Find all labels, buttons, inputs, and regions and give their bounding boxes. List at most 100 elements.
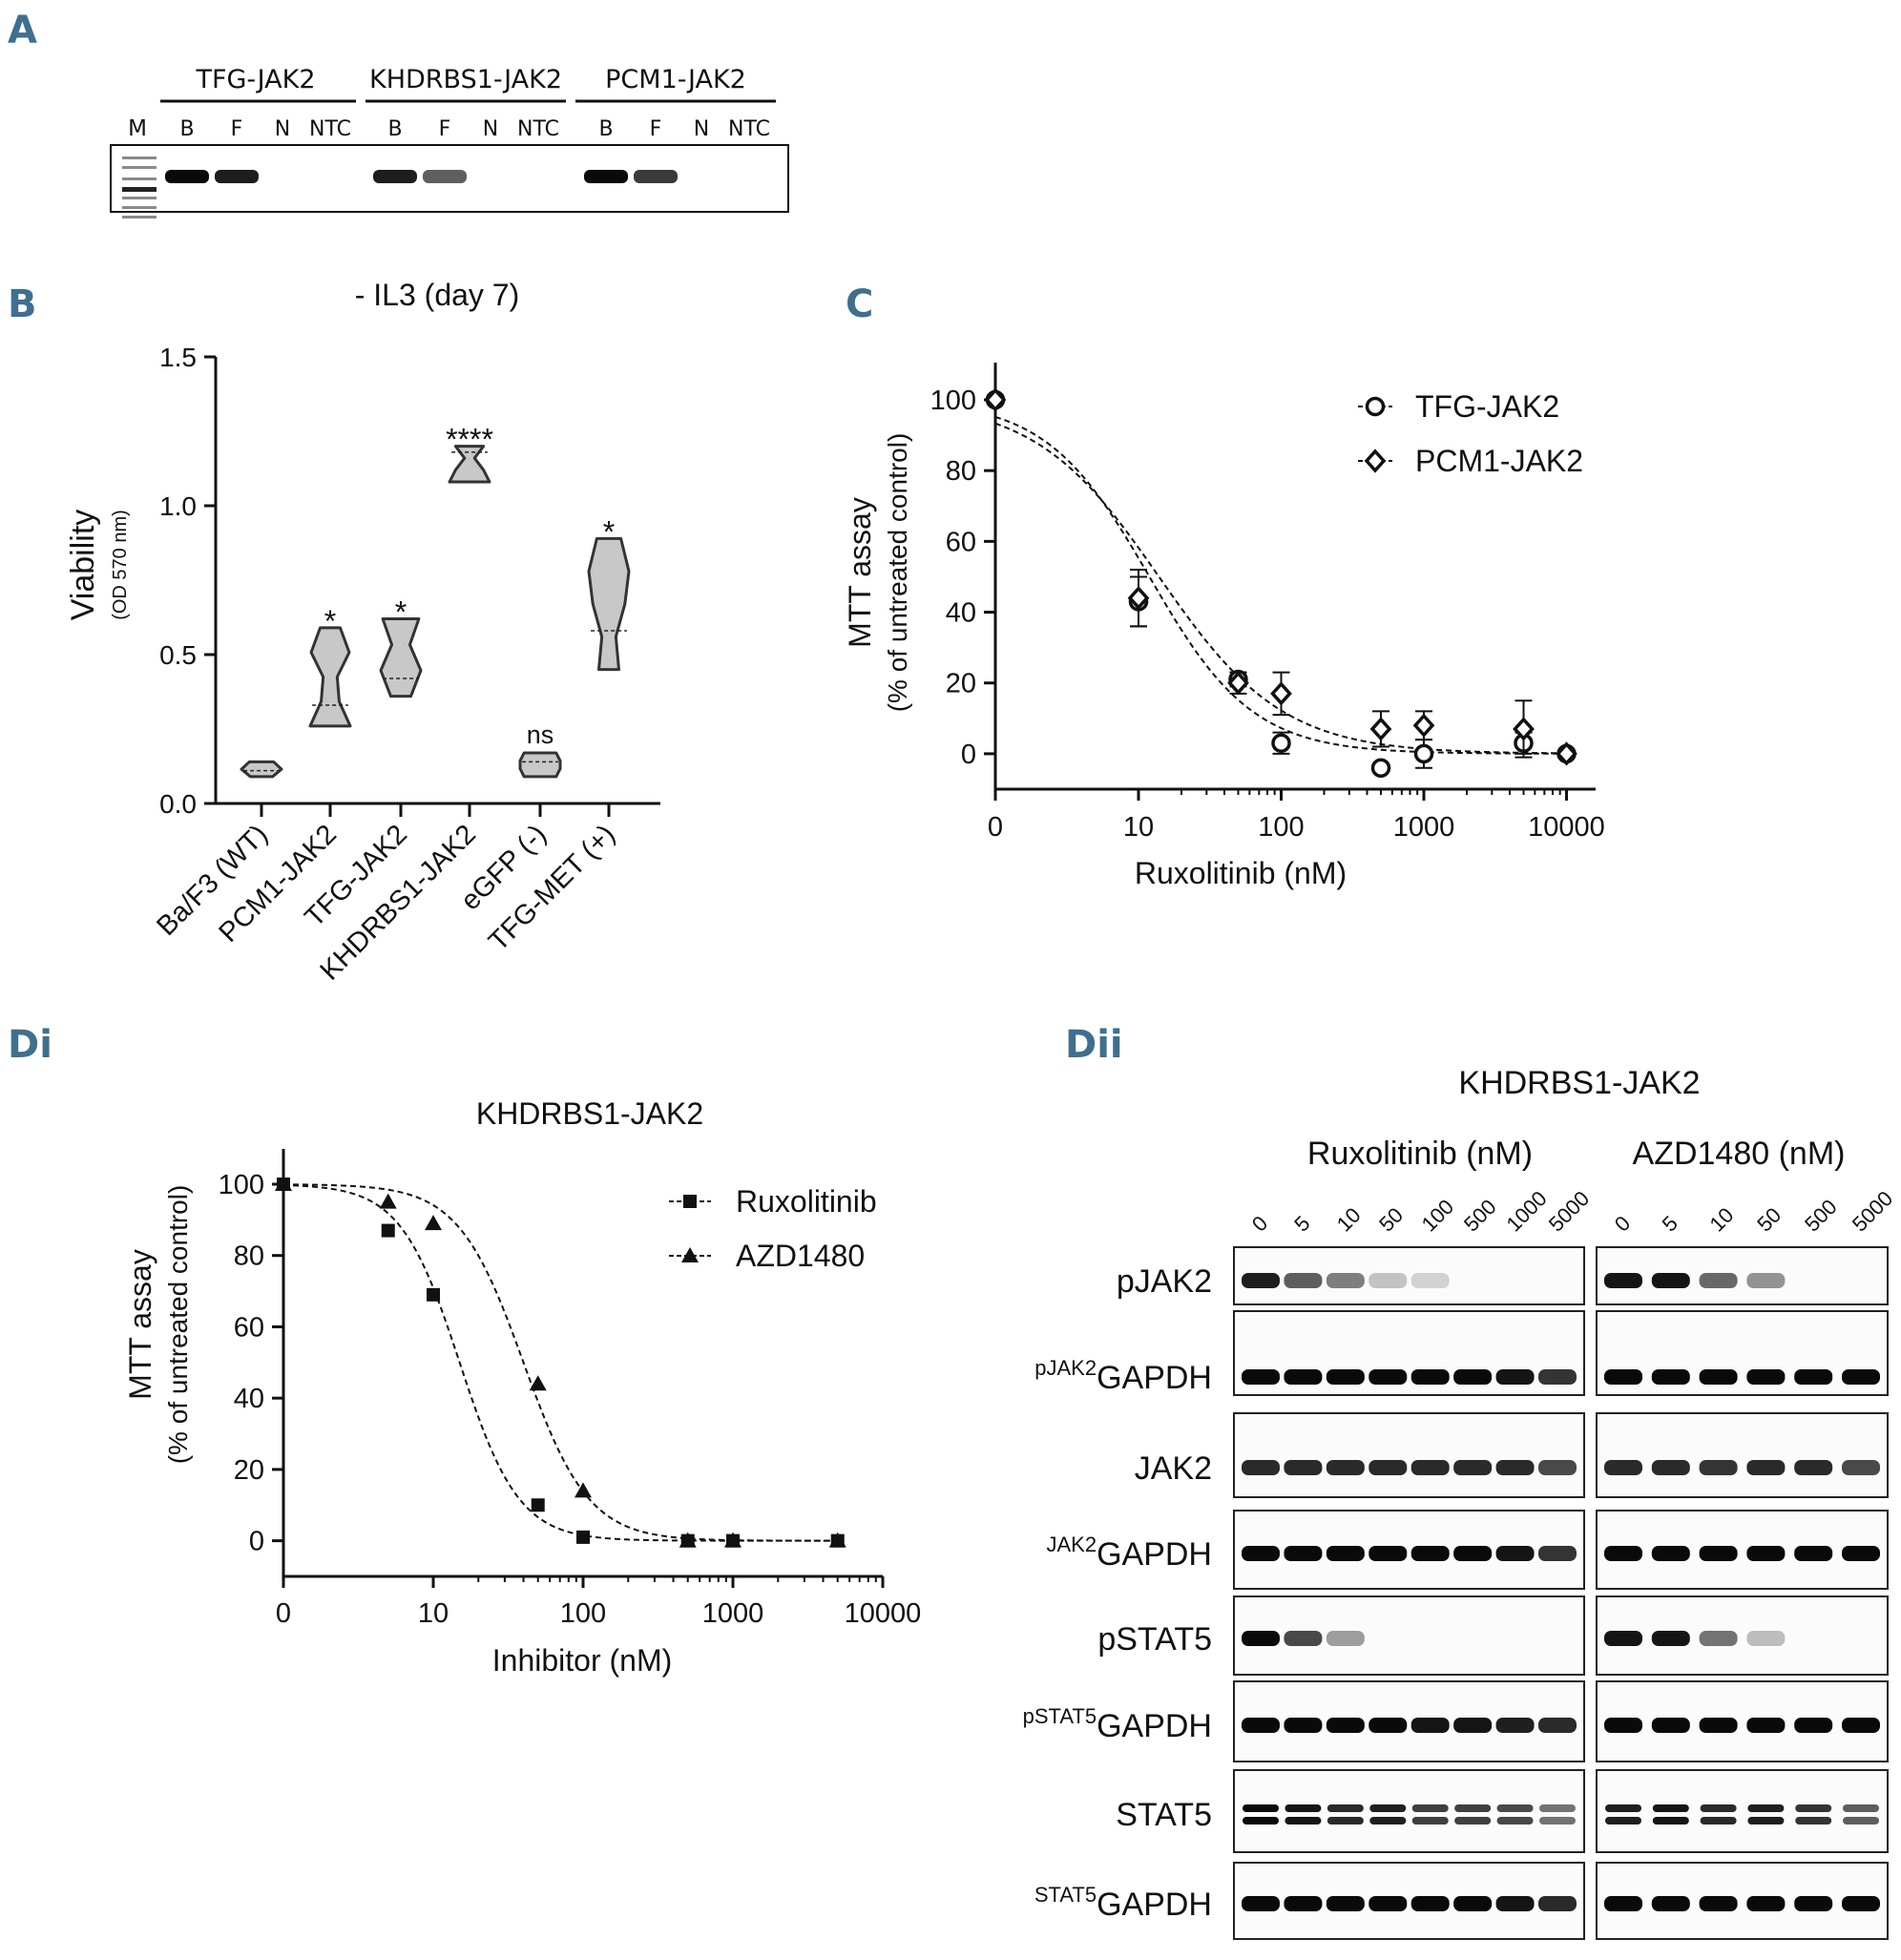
gel-lane-label: B: [598, 117, 613, 141]
data-point-azd1480: [379, 1193, 397, 1209]
blot-box-azd1480: [1596, 1595, 1889, 1676]
gel-band: [584, 170, 628, 183]
gel-bands: [122, 156, 678, 219]
significance-label: *: [324, 604, 336, 638]
violin-3: [379, 617, 423, 699]
data-point-tfg-jak2: [1370, 758, 1391, 778]
blot-band: [1242, 1460, 1280, 1475]
blot-row-stat5-gapdh: STAT5GAPDH: [1034, 1862, 1889, 1940]
gel-marker-band: [122, 216, 157, 219]
blot-dose-label: 50: [1374, 1203, 1408, 1237]
blot-band: [1746, 1896, 1786, 1911]
chart-b-ylabel: Viability: [65, 510, 101, 621]
y-tick-label: 20: [234, 1455, 264, 1486]
blot-band: [1843, 1804, 1879, 1812]
blot-band: [1794, 1896, 1833, 1911]
blot-band: [1495, 1718, 1535, 1733]
y-tick-label: 40: [946, 598, 976, 629]
blot-band: [1368, 1546, 1408, 1561]
blot-band: [1369, 1817, 1407, 1824]
significance-label: *: [395, 595, 407, 630]
y-tick-label: 40: [234, 1384, 264, 1414]
data-point-ruxolitinib: [427, 1287, 440, 1302]
blot-band: [1284, 1273, 1323, 1288]
x-tick-label: 1000: [1393, 812, 1455, 843]
gel-band: [634, 170, 678, 183]
blot-band: [1699, 1460, 1738, 1475]
x-tick-label: 0: [988, 812, 1003, 843]
blot-band: [1327, 1804, 1364, 1812]
fit-curve-1: [994, 415, 1567, 755]
blot-band: [1746, 1718, 1786, 1733]
blot-dose-label: 50: [1752, 1203, 1786, 1237]
blot-row-label: STAT5: [1116, 1797, 1212, 1833]
chart-b-ylabel-sub: (OD 570 nm): [110, 510, 131, 620]
y-tick-label: 0: [961, 740, 976, 770]
blot-band: [1453, 1460, 1493, 1475]
blot-band: [1243, 1804, 1279, 1812]
blot-row-pjak2: pJAK2: [1117, 1246, 1889, 1305]
y-tick-label: 20: [946, 669, 976, 699]
blot-row-label: STAT5GAPDH: [1034, 1883, 1212, 1923]
blot-band: [1746, 1631, 1786, 1646]
gel-marker-band: [122, 156, 157, 159]
violin-6: [587, 536, 631, 672]
blot-band: [1605, 1817, 1641, 1824]
blot-band: [1746, 1546, 1786, 1561]
blot-band: [1410, 1460, 1450, 1475]
blot-band: [1242, 1718, 1280, 1733]
blot-band: [1651, 1369, 1690, 1385]
blot-band: [1746, 1369, 1786, 1385]
significance-label: ****: [446, 423, 493, 457]
blot-band: [1795, 1804, 1832, 1812]
data-point-ruxolitinib: [576, 1530, 590, 1544]
blot-row-label: pSTAT5GAPDH: [1023, 1704, 1212, 1744]
legend-label: Ruxolitinib: [736, 1184, 877, 1219]
blot-band: [1454, 1817, 1492, 1824]
blot-band: [1327, 1817, 1364, 1824]
gel-marker-band: [122, 166, 157, 169]
gel-lane-label: NTC: [728, 117, 770, 141]
blot-band: [1842, 1369, 1880, 1385]
blot-band: [1539, 1817, 1576, 1824]
fit-curve-1: [282, 1183, 838, 1542]
y-tick-label: 60: [234, 1312, 264, 1343]
gel-marker-band: [122, 187, 157, 192]
data-point-azd1480: [828, 1532, 846, 1548]
x-tick-label: 10: [418, 1598, 449, 1629]
legend-marker-diamond: [1364, 448, 1387, 473]
blot-band: [1747, 1817, 1785, 1824]
data-point-pcm1-jak2: [1369, 717, 1392, 741]
blot-band: [1454, 1804, 1492, 1812]
blot-band: [1495, 1460, 1535, 1475]
blot-row-label: JAK2GAPDH: [1046, 1533, 1212, 1573]
blot-band: [1699, 1546, 1738, 1561]
panel-dii: Dii KHDRBS1-JAK2 Ruxolitinib (nM) AZD148…: [1023, 1023, 1897, 1940]
blot-band: [1284, 1631, 1323, 1646]
blot-band: [1699, 1896, 1738, 1911]
x-tick-label: 100: [560, 1598, 606, 1629]
blot-band: [1326, 1631, 1365, 1646]
blot-dose-label: 100: [1417, 1195, 1459, 1237]
blot-dose-label: 0: [1610, 1211, 1635, 1236]
blot-band: [1842, 1460, 1880, 1475]
blot-band: [1285, 1817, 1322, 1824]
blot-band: [1605, 1804, 1641, 1812]
blot-row-stat5: STAT5: [1116, 1769, 1889, 1853]
data-point-pcm1-jak2: [984, 387, 1007, 412]
blot-dose-label: 5000: [1848, 1186, 1897, 1236]
data-point-pcm1-jak2: [1270, 681, 1292, 706]
legend-marker-circle: [1365, 396, 1386, 417]
blot-band: [1453, 1896, 1493, 1911]
x-tick-label: 0: [276, 1598, 291, 1629]
panel-letter-a: A: [8, 9, 37, 52]
blot-band: [1794, 1546, 1833, 1561]
x-tick-label: 1000: [702, 1598, 764, 1629]
blot-band: [1495, 1896, 1535, 1911]
blot-band: [1495, 1546, 1535, 1561]
blot-dose-label: 5: [1658, 1211, 1682, 1236]
gel-lane-label: N: [483, 117, 498, 141]
blot-dose-label: 5: [1289, 1211, 1314, 1236]
